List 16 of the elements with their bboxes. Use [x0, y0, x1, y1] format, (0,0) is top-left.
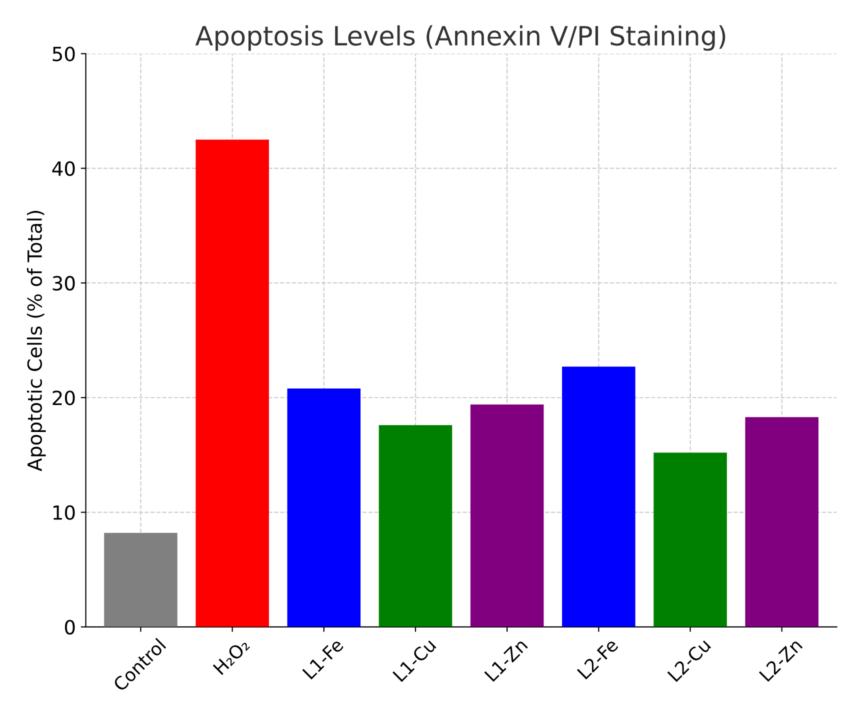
bar — [378, 425, 452, 627]
bar — [562, 366, 636, 627]
y-tick-label: 20 — [52, 390, 75, 406]
y-axis-title: Apoptotic Cells (% of Total) — [26, 210, 46, 472]
y-tick-label: 10 — [53, 505, 75, 520]
bar — [196, 140, 269, 627]
bar — [470, 404, 544, 627]
bar — [104, 532, 178, 627]
bar — [745, 417, 818, 627]
bar — [654, 452, 727, 627]
chart-title: Apoptosis Levels (Annexin V/PI Staining) — [195, 25, 726, 51]
y-tick-label: 50 — [52, 46, 75, 62]
y-tick-label: 30 — [52, 276, 75, 291]
bar — [287, 388, 361, 627]
y-tick-label: 40 — [52, 161, 75, 176]
y-tick-label: 0 — [64, 620, 75, 635]
